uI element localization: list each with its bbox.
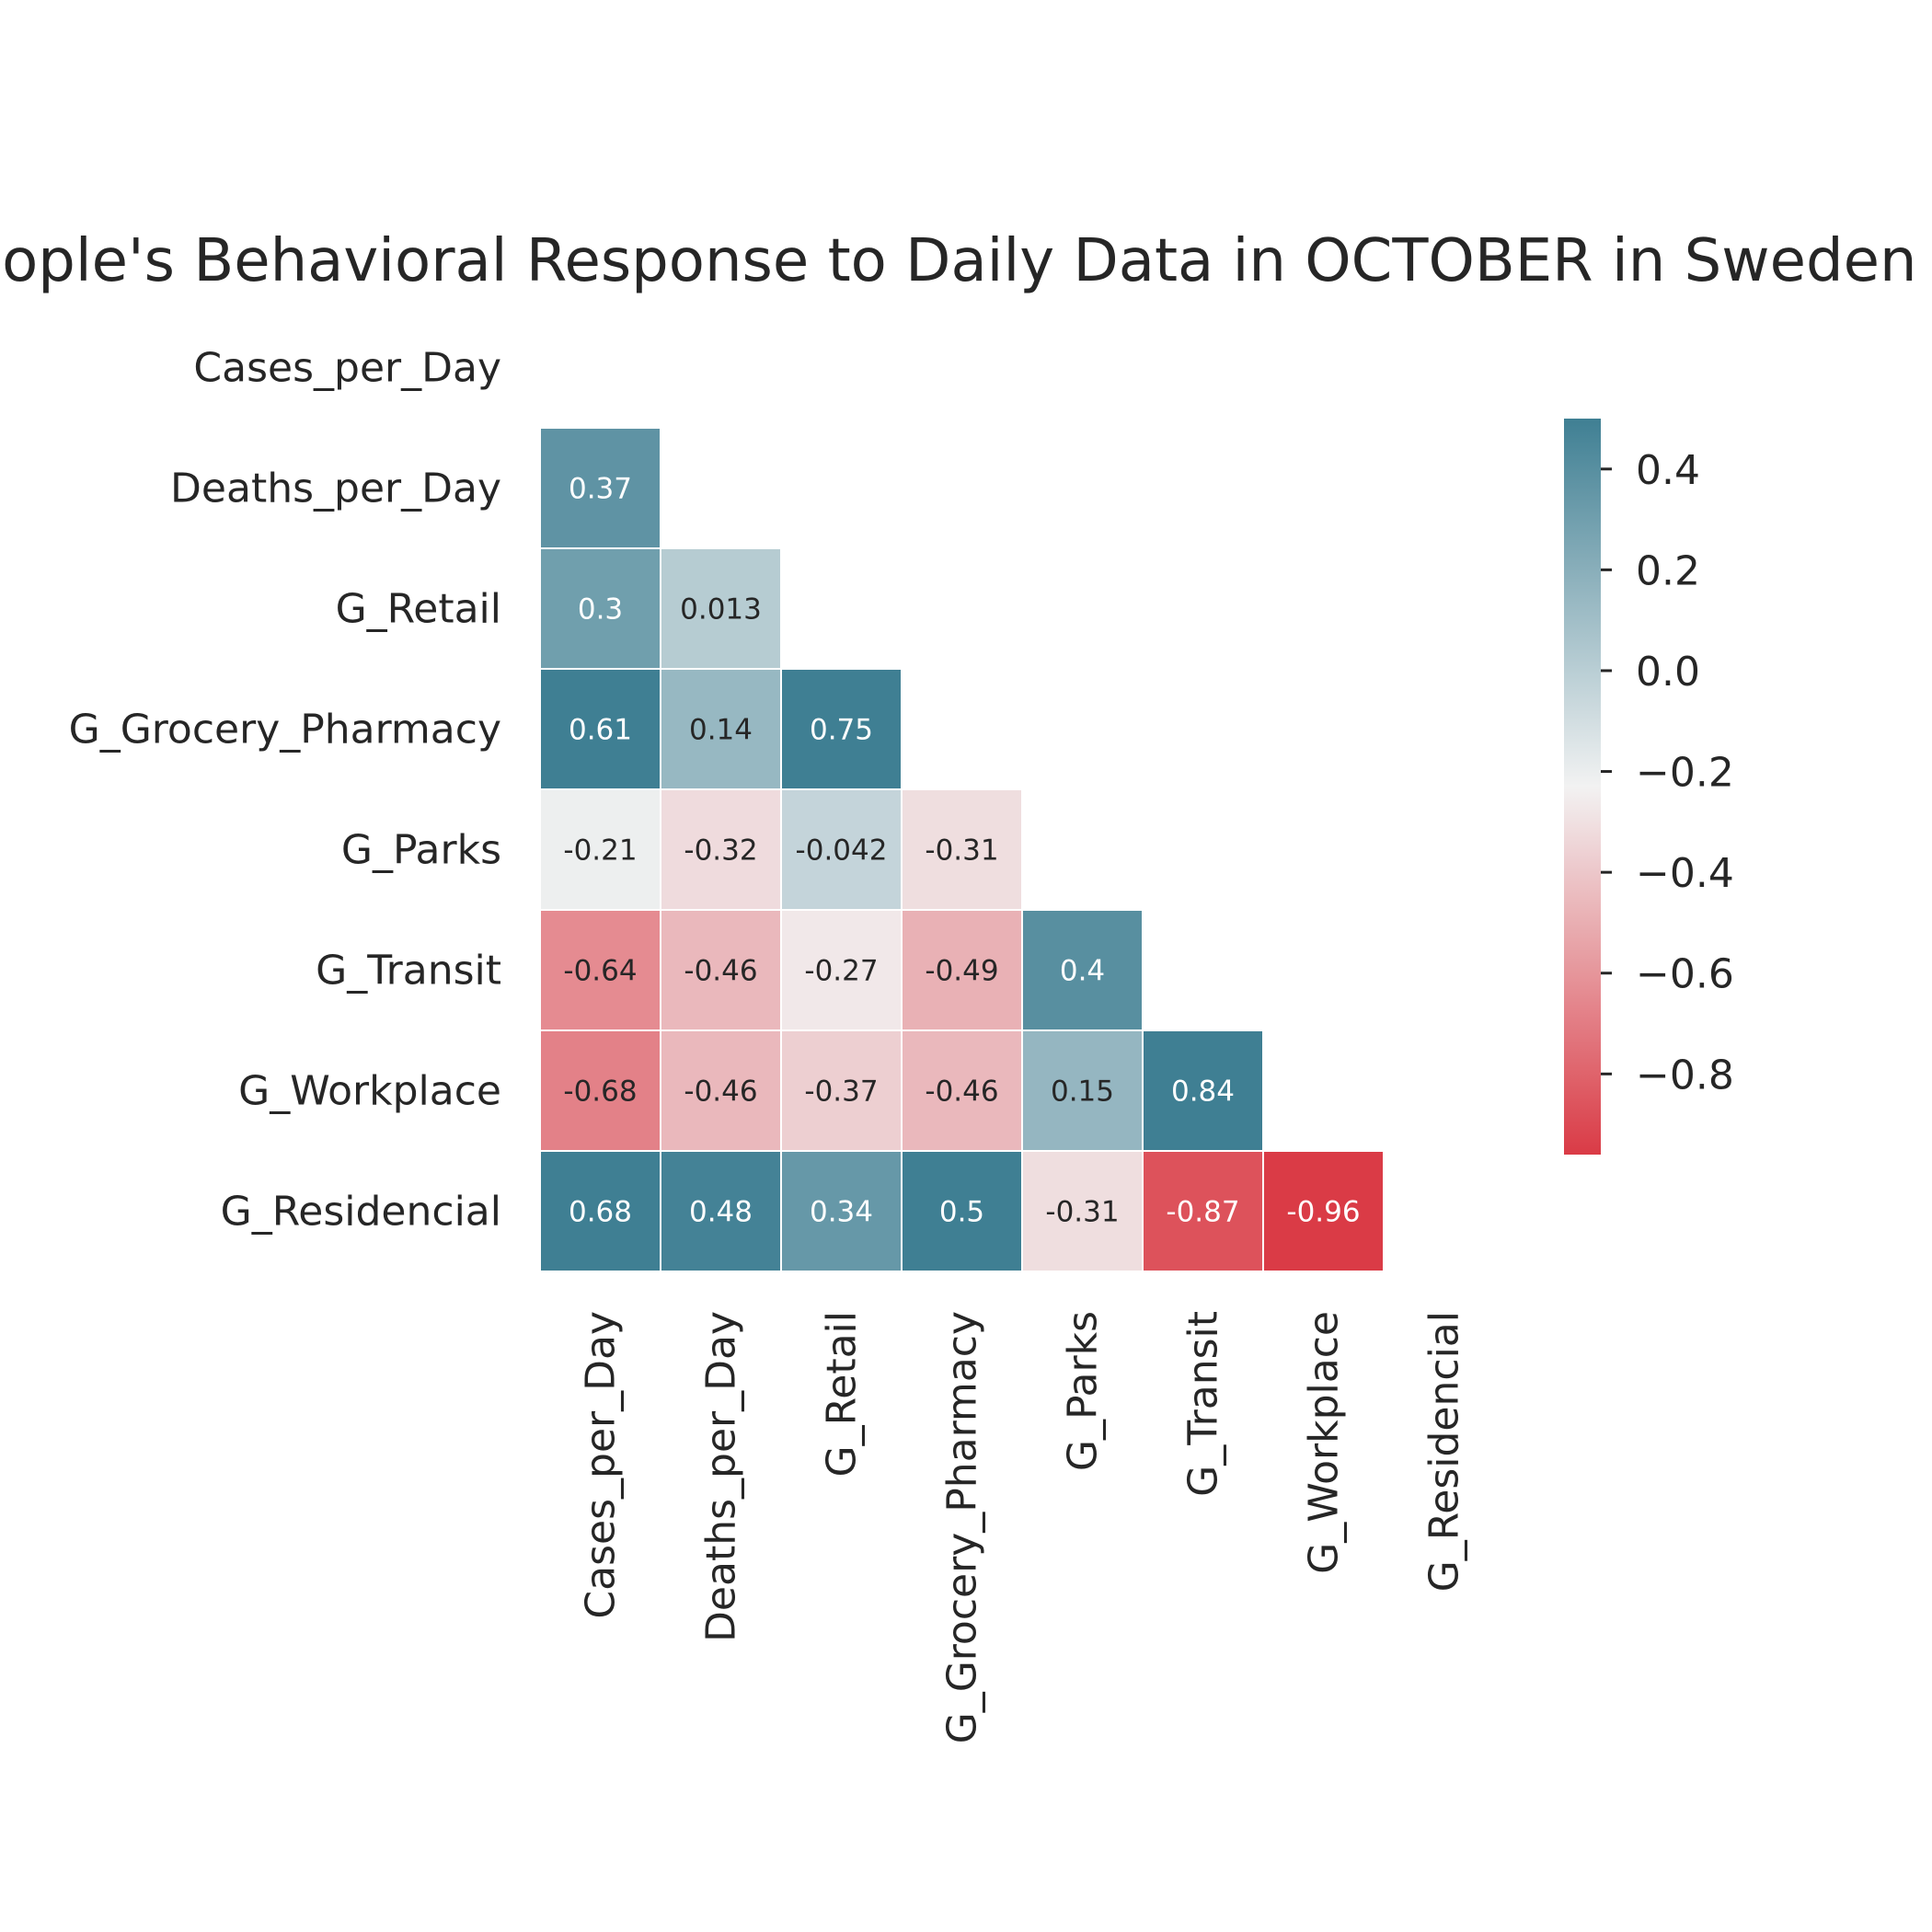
- cell-value-label: -0.96: [1286, 1196, 1360, 1229]
- cell-value-label: -0.37: [804, 1075, 878, 1109]
- cell-value-label: -0.27: [804, 955, 878, 988]
- cell-value-label: -0.87: [1166, 1196, 1239, 1229]
- heatmap-cell: [660, 909, 782, 1031]
- heatmap-cell: [901, 788, 1023, 911]
- cell-value-label: -0.31: [925, 834, 998, 868]
- cell-value-label: 0.14: [689, 714, 753, 747]
- y-tick-label: Cases_per_Day: [193, 345, 501, 392]
- heatmap-cell: [901, 1150, 1023, 1272]
- heatmap-cell: [780, 668, 903, 790]
- colorbar-tick-label: −0.4: [1636, 850, 1734, 897]
- heatmap-cell: [539, 1150, 661, 1272]
- colorbar-tick-label: 0.4: [1636, 447, 1700, 494]
- colorbar-tick-label: −0.2: [1636, 750, 1734, 797]
- heatmap-cell: [1142, 1150, 1264, 1272]
- cell-value-label: 0.4: [1060, 955, 1105, 988]
- heatmap-cell: [901, 909, 1023, 1031]
- x-tick-labels: Cases_per_Day Deaths_per_Day G_Retail G_Gro…: [578, 1311, 1468, 1743]
- y-tick-labels: Cases_per_Day Deaths_per_Day G_Retail G_Gro…: [69, 345, 501, 1236]
- cell-value-label: 0.5: [939, 1196, 984, 1229]
- cell-value-label: -0.21: [563, 834, 637, 868]
- heatmap-cell: [1021, 909, 1144, 1031]
- cell-value-label: 0.15: [1051, 1075, 1114, 1109]
- heatmap-cell: [1142, 1029, 1264, 1152]
- x-tick-label: G_Retail: [819, 1311, 866, 1477]
- cell-value-label: 0.48: [689, 1196, 753, 1229]
- heatmap-cell: [660, 788, 782, 911]
- x-tick-label: G_Residencial: [1421, 1311, 1468, 1592]
- cell-value-label: -0.32: [684, 834, 757, 868]
- cell-value-label: 0.3: [578, 593, 623, 627]
- cell-value-label: -0.46: [684, 1075, 757, 1109]
- x-tick-label: G_Grocery_Pharmacy: [939, 1311, 986, 1743]
- colorbar-gradient: [1564, 419, 1601, 1155]
- cell-value-label: 0.75: [810, 714, 873, 747]
- colorbar-tick-label: −0.8: [1636, 1052, 1734, 1098]
- x-tick-label: Cases_per_Day: [578, 1311, 625, 1619]
- heatmap-cell: [660, 1150, 782, 1272]
- colorbar-ticks: 0.4 0.2 0.0 −0.2 −0.4 −0.6 −0.8: [1601, 447, 1734, 1098]
- cell-value-label: 0.37: [569, 473, 632, 506]
- cell-value-label: 0.34: [810, 1196, 873, 1229]
- cell-value-label: -0.042: [796, 834, 888, 868]
- cell-value-label: -0.31: [1045, 1196, 1119, 1229]
- heatmap-cell: [539, 547, 661, 670]
- y-tick-label: G_Transit: [316, 948, 501, 995]
- heatmap-cell: [539, 668, 661, 790]
- x-tick-label: G_Parks: [1060, 1311, 1107, 1471]
- y-tick-label: G_Retail: [336, 586, 501, 633]
- x-tick-label: Deaths_per_Day: [698, 1311, 745, 1642]
- y-tick-label: G_Parks: [341, 827, 501, 874]
- heatmap-cell: [539, 427, 661, 549]
- x-tick-label: G_Transit: [1180, 1311, 1227, 1497]
- cell-value-label: -0.64: [563, 955, 637, 988]
- heatmap-cell: [901, 1029, 1023, 1152]
- colorbar: 0.4 0.2 0.0 −0.2 −0.4 −0.6 −0.8: [1564, 419, 1734, 1155]
- y-tick-label: G_Grocery_Pharmacy: [69, 707, 501, 753]
- cell-value-label: 0.61: [569, 714, 632, 747]
- heatmap-cell: [660, 1029, 782, 1152]
- heatmap-cell: [1262, 1150, 1385, 1272]
- colorbar-tick-label: 0.2: [1636, 547, 1700, 594]
- cell-value-label: -0.49: [925, 955, 998, 988]
- heatmap-cell: [539, 1029, 661, 1152]
- chart-title: People's Behavioral Response to Daily Da…: [0, 227, 1917, 295]
- heatmap-cell: [660, 547, 782, 670]
- y-tick-label: Deaths_per_Day: [170, 466, 501, 512]
- cell-value-label: -0.46: [684, 955, 757, 988]
- heatmap-cells: 0.37 0.3 0.013 0.61 0.14 0.75 -0.21 -0.32 -0.042…: [539, 427, 1385, 1272]
- x-tick-label: G_Workplace: [1301, 1311, 1348, 1574]
- cell-value-label: 0.84: [1171, 1075, 1235, 1109]
- cell-value-label: -0.46: [925, 1075, 998, 1109]
- colorbar-tick-label: −0.6: [1636, 951, 1734, 998]
- cell-value-label: -0.68: [563, 1075, 637, 1109]
- cell-value-label: 0.68: [569, 1196, 632, 1229]
- heatmap-cell: [780, 1029, 903, 1152]
- y-tick-label: G_Residencial: [221, 1189, 501, 1236]
- colorbar-tick-label: 0.0: [1636, 649, 1700, 696]
- heatmap-cell: [1021, 1029, 1144, 1152]
- y-tick-label: G_Workplace: [238, 1068, 501, 1115]
- cell-value-label: 0.013: [680, 593, 762, 627]
